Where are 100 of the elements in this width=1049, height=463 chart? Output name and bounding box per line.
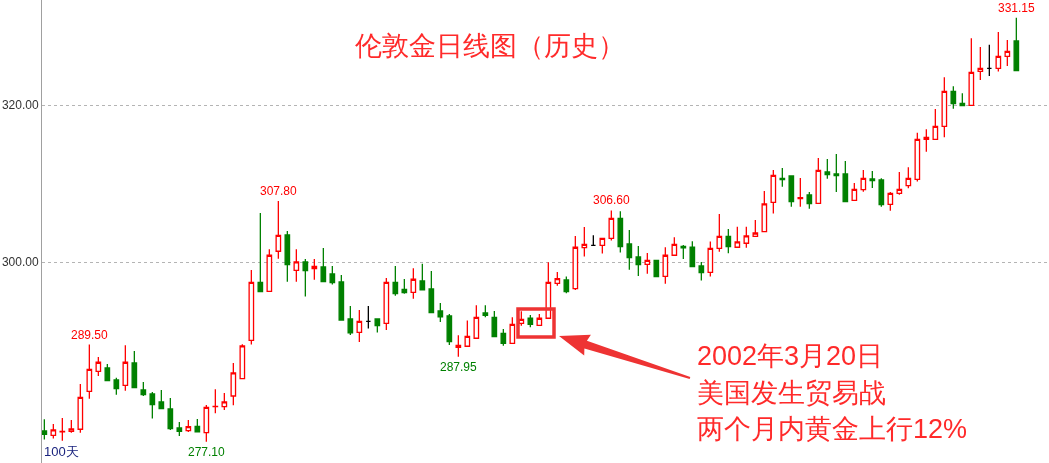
candlestick [770, 169, 777, 215]
candlestick [194, 418, 201, 434]
candlestick [59, 417, 66, 442]
candlestick [842, 160, 849, 203]
candlestick [959, 92, 966, 107]
candlestick [986, 43, 993, 77]
text: 伦敦金日线图（历史） [355, 31, 625, 62]
candlestick [293, 248, 300, 283]
candlestick [599, 237, 606, 255]
annotation: 307.80 [260, 184, 298, 198]
candlestick [329, 265, 336, 286]
candlestick [923, 128, 930, 153]
candlestick [347, 305, 354, 336]
candlestick [104, 363, 111, 382]
candlestick [680, 244, 687, 260]
candlestick [617, 210, 624, 254]
candlestick [482, 304, 489, 318]
candlestick [68, 419, 75, 432]
candlestick [806, 191, 813, 210]
candlestick [131, 350, 138, 389]
candlestick [554, 271, 561, 287]
candlestick [761, 190, 768, 233]
candlestick [113, 377, 120, 396]
candlestick [464, 319, 471, 348]
candlestick [257, 212, 264, 293]
candlestick [698, 261, 705, 282]
candlestick [401, 278, 408, 295]
candlestick [266, 248, 273, 293]
candlestick [167, 397, 174, 431]
candlestick [914, 132, 921, 183]
annotation: 306.60 [593, 193, 631, 207]
candlestick [320, 247, 327, 283]
candlestick [473, 304, 480, 340]
candlestick [509, 316, 516, 345]
candlestick [968, 37, 975, 107]
candlestick [1013, 17, 1020, 72]
candlestick [545, 261, 552, 320]
annotation: 两个月内黄金上行12% [697, 414, 968, 444]
candlestick [446, 313, 453, 346]
candlestick [428, 270, 435, 314]
candlestick [95, 356, 102, 377]
candlestick [869, 170, 876, 189]
candlestick [644, 252, 651, 275]
candlestick [122, 344, 129, 392]
candlestick [158, 389, 165, 410]
candlestick [887, 191, 894, 212]
candlestick [788, 175, 795, 208]
candlestick [311, 258, 318, 281]
candlestick [734, 225, 741, 249]
candlestick [149, 391, 156, 420]
candlestick [752, 219, 759, 238]
candlestick [302, 258, 309, 298]
candlestick [626, 229, 633, 271]
annotation: 美国发生贸易战 [697, 378, 886, 408]
candlestick [185, 419, 192, 433]
candlestick [779, 167, 786, 188]
candlestick [797, 177, 804, 208]
candlestick [941, 76, 948, 138]
candlestick [653, 259, 660, 278]
candlestick [905, 166, 912, 189]
candlestick [662, 246, 669, 285]
annotation: 2002年3月20日 [697, 341, 884, 371]
candlestick [140, 381, 147, 397]
candlestick [671, 236, 678, 257]
candlestick [608, 209, 615, 242]
candlestick [860, 169, 867, 193]
candlestick [42, 418, 48, 441]
candlestick [239, 343, 246, 380]
candlestick [707, 240, 714, 278]
y-tick-label: 300.00 [1, 255, 39, 270]
annotation: 331.15 [998, 1, 1036, 15]
candlestick [689, 240, 696, 268]
candlestick [500, 328, 507, 347]
candlestick [725, 228, 732, 254]
candlestick [212, 388, 219, 414]
candlestick [950, 85, 957, 110]
candlestick [635, 245, 642, 277]
candlestick [230, 362, 237, 406]
annotation: 287.95 [440, 360, 478, 374]
candlestick [824, 158, 831, 180]
candlestick [374, 318, 381, 334]
candlestick [248, 269, 255, 346]
candlestick [896, 171, 903, 196]
candlestick [590, 234, 597, 246]
candlestick [716, 213, 723, 253]
y-tick-label: 320.00 [1, 98, 39, 113]
candlestick [977, 46, 984, 81]
candlestick [572, 235, 579, 291]
candlestick [527, 314, 534, 328]
candlestick [995, 31, 1002, 73]
candlestick [833, 153, 840, 193]
candlestick [815, 157, 822, 204]
candlestick [50, 423, 57, 440]
candlestick [86, 343, 93, 400]
candlestick [284, 230, 291, 283]
annotation: 100天 [44, 444, 79, 459]
candlestick [221, 392, 228, 411]
candlestick [536, 313, 543, 327]
candlestick [365, 305, 372, 330]
candlestick [455, 334, 462, 358]
